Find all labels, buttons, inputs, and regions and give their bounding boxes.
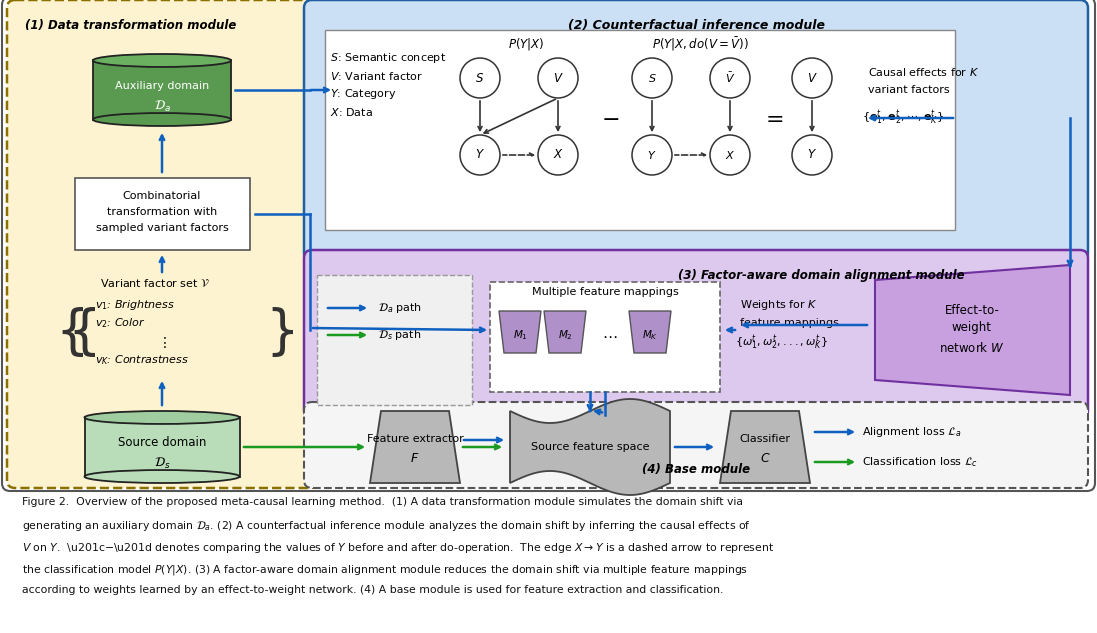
Text: $S$: Semantic concept: $S$: Semantic concept [330,51,446,65]
Text: $S$: $S$ [647,72,656,84]
Text: Weights for $K$: Weights for $K$ [740,298,817,312]
Text: generating an auxiliary domain $\mathcal{D}_a$. (2) A counterfactual inference m: generating an auxiliary domain $\mathcal… [22,519,751,533]
Circle shape [538,58,578,98]
Text: $\vdots$: $\vdots$ [157,334,167,349]
Text: $-$: $-$ [601,108,619,128]
FancyBboxPatch shape [2,0,1095,491]
Text: $\bar{V}$: $\bar{V}$ [725,71,735,85]
Text: Effect-to-: Effect-to- [945,303,999,316]
Text: (2) Counterfactual inference module: (2) Counterfactual inference module [567,20,825,32]
Text: $V$ on $Y$.  \u201c$-$\u201d denotes comparing the values of $Y$ before and afte: $V$ on $Y$. \u201c$-$\u201d denotes comp… [22,541,774,555]
Text: $S$: $S$ [475,72,485,84]
Text: $P(Y|X, do(V = \bar{V}))$: $P(Y|X, do(V = \bar{V}))$ [652,35,748,53]
Text: $v_K$: $Contrastness$: $v_K$: $Contrastness$ [95,353,189,367]
Text: $C$: $C$ [759,453,770,465]
Text: $P(Y|X)$: $P(Y|X)$ [508,36,544,52]
Text: $Y$: $Y$ [647,149,657,161]
Ellipse shape [93,113,231,126]
Text: Source domain: Source domain [117,437,206,449]
Text: Multiple feature mappings: Multiple feature mappings [532,287,678,297]
Ellipse shape [84,411,239,424]
Text: Figure 2.  Overview of the proposed meta-causal learning method.  (1) A data tra: Figure 2. Overview of the proposed meta-… [22,497,743,507]
Text: $v_1$: $Brightness$: $v_1$: $Brightness$ [95,298,176,312]
Polygon shape [544,311,586,353]
Circle shape [792,58,832,98]
Text: Feature extractor: Feature extractor [366,434,463,444]
Text: {: { [67,307,101,359]
Text: $\mathcal{D}_a$: $\mathcal{D}_a$ [154,99,170,113]
FancyBboxPatch shape [304,0,1088,261]
Text: Variant factor set $\mathcal{V}$: Variant factor set $\mathcal{V}$ [100,277,211,289]
Polygon shape [720,411,810,483]
Bar [84,418,239,477]
Text: $V$: $V$ [553,72,564,84]
Text: Alignment loss $\mathcal{L}_a$: Alignment loss $\mathcal{L}_a$ [862,425,962,439]
Text: $M_K$: $M_K$ [642,328,658,342]
Circle shape [538,135,578,175]
Text: weight: weight [952,322,992,334]
Circle shape [710,58,750,98]
Text: $\{\omega_1^t, \omega_2^t, ..., \omega_K^t\}$: $\{\omega_1^t, \omega_2^t, ..., \omega_K… [735,334,828,353]
Polygon shape [875,265,1070,395]
Text: $M_1$: $M_1$ [512,328,528,342]
Text: }: } [265,307,298,359]
Text: $X$: $X$ [725,149,735,161]
Text: (3) Factor-aware domain alignment module: (3) Factor-aware domain alignment module [678,270,964,282]
Bar [93,61,231,120]
Text: $\mathcal{D}_s$ path: $\mathcal{D}_s$ path [378,328,421,342]
Polygon shape [370,411,460,483]
Bar [317,275,472,405]
Ellipse shape [93,54,231,67]
Text: the classification model $P(Y|X)$. (3) A factor-aware domain alignment module re: the classification model $P(Y|X)$. (3) A… [22,563,748,577]
Text: $M_2$: $M_2$ [557,328,573,342]
Text: (4) Base module: (4) Base module [642,463,750,477]
Text: $V$: Variant factor: $V$: Variant factor [330,70,423,82]
Text: $\cdots$: $\cdots$ [602,327,618,342]
Text: $\mathcal{D}_a$ path: $\mathcal{D}_a$ path [378,301,422,315]
Circle shape [632,135,672,175]
FancyBboxPatch shape [304,402,1088,488]
Bar [490,282,720,392]
Text: $Y$: $Y$ [807,149,817,161]
Text: $Y$: Category: $Y$: Category [330,87,396,101]
Circle shape [710,135,750,175]
Text: according to weights learned by an effect-to-weight network. (4) A base module i: according to weights learned by an effec… [22,585,723,595]
Text: $v_2$: $Color$: $v_2$: $Color$ [95,316,146,330]
Ellipse shape [84,470,239,483]
Text: Classification loss $\mathcal{L}_c$: Classification loss $\mathcal{L}_c$ [862,455,979,469]
Text: $\{\mathbf{e}_1^t, \mathbf{e}_2^t, \cdots, \mathbf{e}_K^t\}$: $\{\mathbf{e}_1^t, \mathbf{e}_2^t, \cdot… [862,109,943,127]
Bar [325,30,955,230]
Text: Combinatorial: Combinatorial [123,191,201,201]
FancyBboxPatch shape [7,0,318,488]
Text: network $W$: network $W$ [939,341,1005,355]
Circle shape [460,135,500,175]
Text: $F$: $F$ [410,453,420,465]
Text: feature mappings: feature mappings [740,318,839,328]
Circle shape [792,135,832,175]
Text: Causal effects for $K$: Causal effects for $K$ [868,66,980,78]
Text: $V$: $V$ [806,72,817,84]
Text: {: { [55,307,89,359]
Text: $X$: $X$ [553,149,564,161]
Text: (1) Data transformation module: (1) Data transformation module [25,20,236,32]
Text: variant factors: variant factors [868,85,950,95]
Polygon shape [499,311,541,353]
Text: Source feature space: Source feature space [531,442,649,452]
Circle shape [460,58,500,98]
Text: $=$: $=$ [760,108,783,128]
Text: Classifier: Classifier [739,434,791,444]
Text: sampled variant factors: sampled variant factors [95,223,228,233]
Text: $\mathcal{D}_s$: $\mathcal{D}_s$ [154,456,170,470]
Bar [75,178,250,250]
Polygon shape [629,311,671,353]
Text: $X$: Data: $X$: Data [330,106,373,118]
Polygon shape [510,399,670,495]
Text: Auxiliary domain: Auxiliary domain [115,81,210,91]
FancyBboxPatch shape [304,250,1088,418]
Text: $Y$: $Y$ [475,149,485,161]
Circle shape [632,58,672,98]
Text: transformation with: transformation with [106,207,217,217]
